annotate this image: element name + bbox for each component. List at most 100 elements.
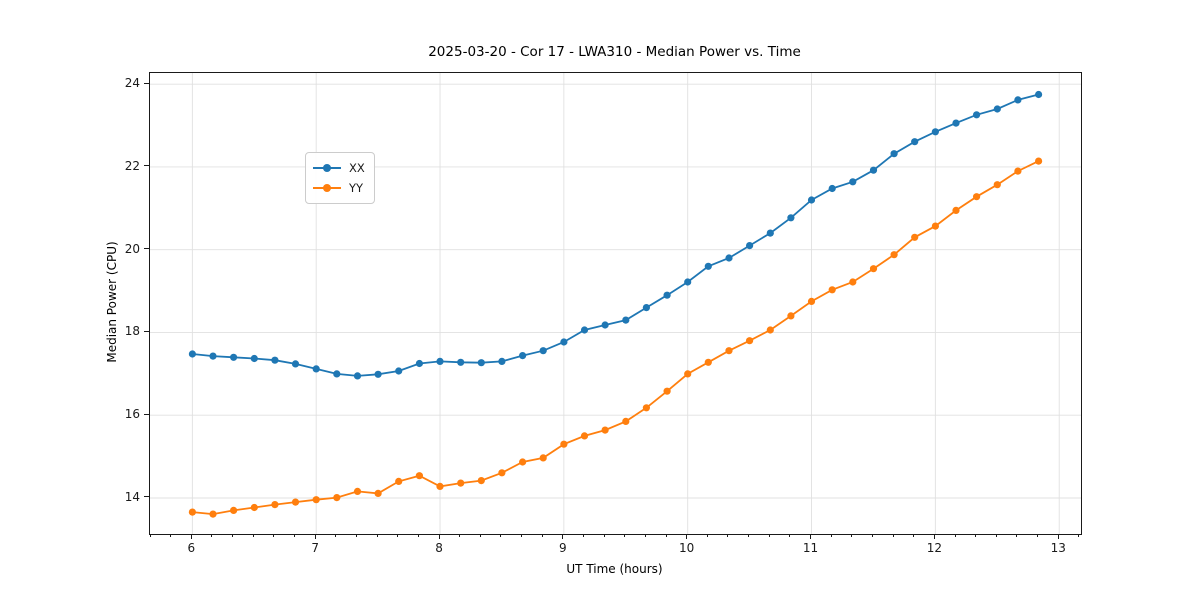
x-minor-tick — [624, 534, 626, 537]
data-point-xx — [539, 347, 547, 355]
data-point-xx — [890, 150, 898, 158]
data-point-xx — [477, 359, 485, 367]
x-minor-tick — [376, 534, 378, 537]
data-point-yy — [539, 454, 547, 462]
legend-marker-xx-icon — [313, 163, 341, 173]
legend-marker-yy-icon — [313, 183, 341, 193]
x-tick — [190, 534, 192, 539]
data-point-yy — [250, 503, 258, 512]
data-point-yy — [807, 297, 816, 305]
data-point-yy — [1014, 167, 1022, 175]
data-point-xx — [807, 196, 816, 204]
x-tick — [810, 534, 812, 539]
data-point-xx — [353, 372, 362, 380]
x-tick-label: 7 — [311, 541, 319, 555]
legend-label-yy: YY — [349, 181, 364, 195]
legend-dot-yy — [323, 184, 331, 192]
data-point-xx — [1035, 90, 1043, 99]
x-minor-tick — [913, 534, 915, 537]
y-tick — [144, 330, 149, 332]
data-point-xx — [1014, 96, 1022, 104]
x-minor-tick — [975, 534, 977, 537]
y-tick-label: 22 — [124, 158, 140, 173]
y-tick-label: 20 — [124, 241, 140, 256]
data-point-xx — [622, 316, 630, 324]
data-point-xx — [519, 352, 527, 360]
data-point-yy — [890, 251, 898, 259]
data-point-yy — [931, 222, 940, 230]
x-minor-tick — [665, 534, 667, 537]
y-tick-label: 18 — [124, 324, 140, 339]
data-point-yy — [560, 440, 568, 448]
y-tick — [144, 165, 149, 167]
x-minor-tick — [541, 534, 543, 537]
plot-area: XX YY — [149, 72, 1082, 535]
data-point-yy — [663, 387, 671, 395]
chart-title: 2025-03-20 - Cor 17 - LWA310 - Median Po… — [428, 44, 801, 60]
legend-dot-xx — [323, 164, 331, 172]
data-point-xx — [291, 360, 300, 368]
data-point-yy — [333, 494, 341, 502]
data-point-yy — [230, 506, 238, 514]
data-point-yy — [1035, 157, 1043, 165]
data-point-yy — [291, 498, 300, 506]
x-minor-tick — [603, 534, 605, 537]
x-tick-label: 10 — [679, 541, 695, 555]
x-minor-tick — [644, 534, 646, 537]
data-point-yy — [973, 193, 981, 201]
x-minor-tick — [335, 534, 337, 537]
x-minor-tick — [727, 534, 729, 537]
x-minor-tick — [294, 534, 296, 537]
x-minor-tick — [706, 534, 708, 537]
series-line-xx — [192, 93, 1039, 377]
data-point-yy — [869, 265, 878, 273]
x-minor-tick — [273, 534, 275, 537]
data-point-yy — [374, 489, 382, 497]
data-point-xx — [457, 358, 465, 366]
data-point-yy — [725, 347, 733, 355]
legend-item-yy: YY — [313, 178, 365, 198]
x-minor-tick — [995, 534, 997, 537]
x-minor-tick — [892, 534, 894, 537]
x-tick-label: 12 — [926, 541, 942, 555]
y-tick — [144, 248, 149, 250]
data-point-xx — [498, 357, 506, 365]
data-point-yy — [457, 479, 465, 487]
data-point-yy — [911, 233, 919, 241]
x-minor-tick — [211, 534, 213, 537]
data-point-yy — [312, 496, 320, 504]
x-minor-tick — [417, 534, 419, 537]
y-tick — [144, 413, 149, 415]
data-point-yy — [271, 501, 279, 509]
x-minor-tick — [1016, 534, 1018, 537]
data-point-yy — [519, 458, 527, 466]
data-point-yy — [601, 426, 609, 434]
data-point-xx — [911, 138, 919, 146]
x-minor-tick — [871, 534, 873, 537]
data-point-xx — [188, 350, 196, 358]
data-point-yy — [415, 472, 423, 480]
x-minor-tick — [521, 534, 523, 537]
data-point-xx — [746, 242, 754, 250]
data-point-xx — [601, 321, 609, 329]
x-minor-tick — [479, 534, 481, 537]
data-point-xx — [333, 370, 341, 378]
x-tick-label: 8 — [435, 541, 443, 555]
x-minor-tick — [355, 534, 357, 537]
y-tick-label: 14 — [124, 489, 140, 504]
data-point-yy — [353, 487, 362, 495]
data-point-xx — [725, 254, 733, 262]
data-point-yy — [580, 432, 589, 440]
data-point-yy — [766, 326, 774, 334]
data-point-xx — [931, 128, 940, 136]
x-minor-tick — [149, 534, 151, 537]
x-minor-tick — [851, 534, 853, 537]
data-point-xx — [560, 338, 568, 346]
data-point-yy — [477, 477, 485, 485]
plot-canvas — [150, 73, 1081, 534]
x-tick — [933, 534, 935, 539]
x-minor-tick — [170, 534, 172, 537]
data-point-xx — [869, 166, 878, 174]
data-point-xx — [787, 214, 795, 222]
